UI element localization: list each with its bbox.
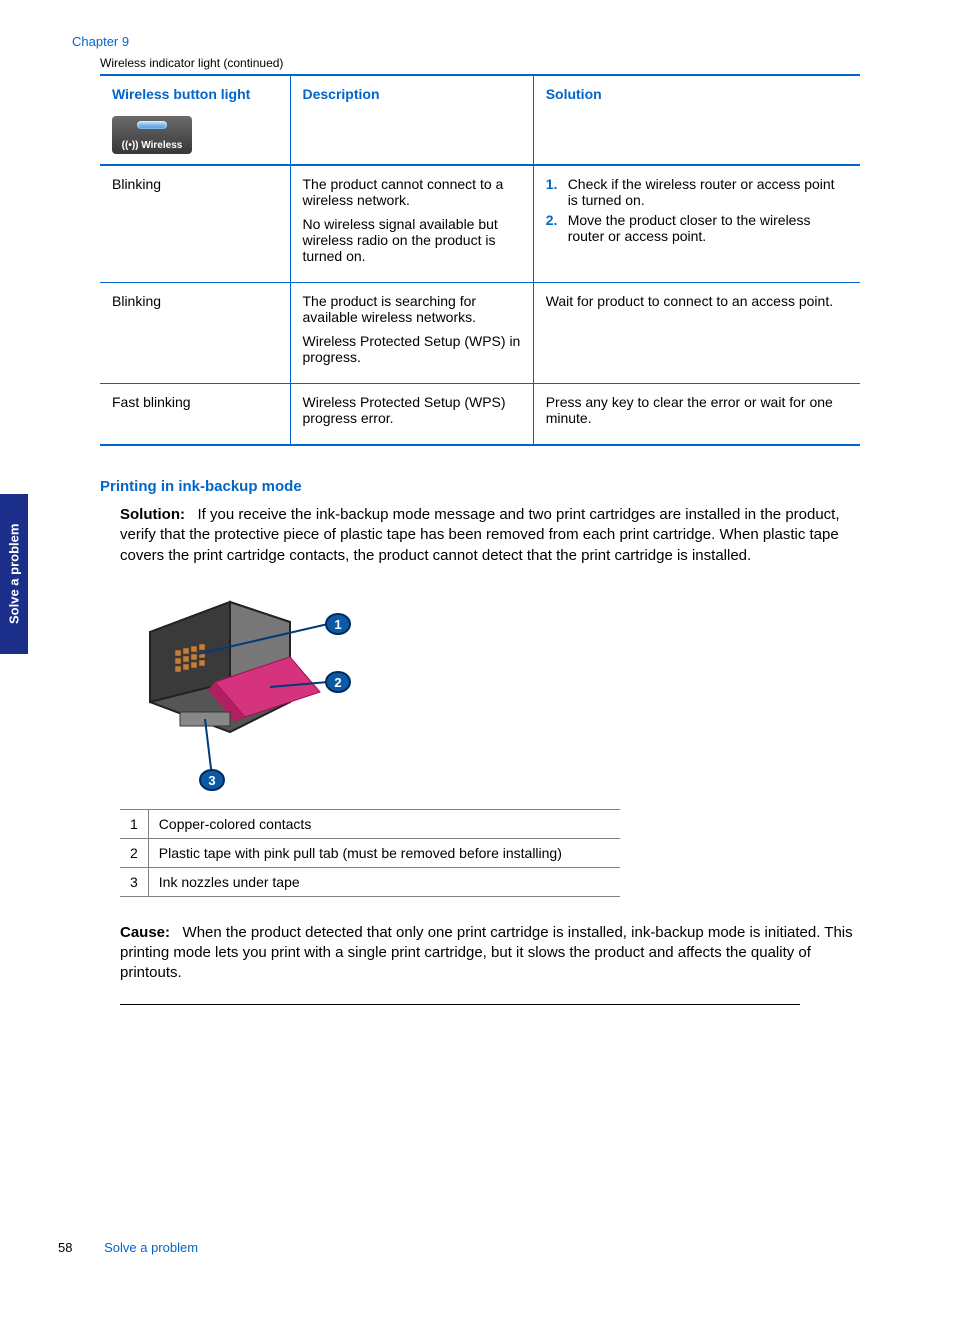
side-tab-solve-problem: Solve a problem xyxy=(0,494,28,654)
cell-solution: 1.Check if the wireless router or access… xyxy=(533,165,860,283)
solution-lead: Solution: xyxy=(120,506,185,523)
wireless-badge-label: ((•)) Wireless xyxy=(122,140,183,151)
solution-text: Move the product closer to the wireless … xyxy=(568,212,848,244)
table-caption: Wireless indicator light (continued) xyxy=(100,56,860,70)
desc-text: Wireless Protected Setup (WPS) progress … xyxy=(303,394,521,426)
footer-text: Solve a problem xyxy=(104,1240,198,1255)
table-row: Blinking The product cannot connect to a… xyxy=(100,165,860,283)
legend-num: 1 xyxy=(120,809,148,838)
table-row: Blinking The product is searching for av… xyxy=(100,283,860,384)
callout-2: 2 xyxy=(334,675,341,690)
legend-text: Plastic tape with pink pull tab (must be… xyxy=(148,838,620,867)
solution-text: Check if the wireless router or access p… xyxy=(568,176,848,208)
callout-1: 1 xyxy=(334,617,341,632)
wireless-light-table: Wireless button light ((•)) Wireless Des… xyxy=(100,74,860,446)
cell-desc: The product is searching for available w… xyxy=(290,283,533,384)
cell-light: Blinking xyxy=(100,165,290,283)
legend-num: 2 xyxy=(120,838,148,867)
desc-text: Wireless Protected Setup (WPS) in progre… xyxy=(303,333,521,365)
cell-light: Fast blinking xyxy=(100,384,290,446)
legend-text: Ink nozzles under tape xyxy=(148,867,620,896)
cell-light: Blinking xyxy=(100,283,290,384)
cause-paragraph: Cause: When the product detected that on… xyxy=(120,923,860,984)
list-item: 2.Move the product closer to the wireles… xyxy=(546,212,848,244)
solution-paragraph: Solution: If you receive the ink-backup … xyxy=(120,505,860,566)
wireless-button-image: ((•)) Wireless xyxy=(112,116,192,154)
legend-num: 3 xyxy=(120,867,148,896)
callout-3: 3 xyxy=(208,773,215,788)
th-light: Wireless button light ((•)) Wireless xyxy=(100,75,290,165)
cell-desc: Wireless Protected Setup (WPS) progress … xyxy=(290,384,533,446)
legend-row: 3 Ink nozzles under tape xyxy=(120,867,620,896)
legend-row: 1 Copper-colored contacts xyxy=(120,809,620,838)
desc-text: The product cannot connect to a wireless… xyxy=(303,176,521,208)
page-footer: 58 Solve a problem xyxy=(58,1240,198,1255)
page-number: 58 xyxy=(58,1240,72,1255)
cell-desc: The product cannot connect to a wireless… xyxy=(290,165,533,283)
desc-text: The product is searching for available w… xyxy=(303,293,521,325)
cell-solution: Wait for product to connect to an access… xyxy=(533,283,860,384)
page-content: Wireless indicator light (continued) Wir… xyxy=(100,56,860,1005)
cause-body: When the product detected that only one … xyxy=(120,924,853,982)
chapter-link[interactable]: Chapter 9 xyxy=(72,34,129,49)
cell-solution: Press any key to clear the error or wait… xyxy=(533,384,860,446)
section-divider xyxy=(120,1004,800,1005)
section-heading-ink-backup: Printing in ink-backup mode xyxy=(100,478,860,495)
th-description: Description xyxy=(290,75,533,165)
cause-lead: Cause: xyxy=(120,924,170,941)
table-row: Fast blinking Wireless Protected Setup (… xyxy=(100,384,860,446)
legend-row: 2 Plastic tape with pink pull tab (must … xyxy=(120,838,620,867)
legend-table: 1 Copper-colored contacts 2 Plastic tape… xyxy=(120,809,620,897)
desc-text: No wireless signal available but wireles… xyxy=(303,216,521,264)
cartridge-figure: 1 2 3 xyxy=(120,582,860,795)
legend-text: Copper-colored contacts xyxy=(148,809,620,838)
th-light-label: Wireless button light xyxy=(112,86,278,102)
solution-body: If you receive the ink-backup mode messa… xyxy=(120,506,840,564)
list-item: 1.Check if the wireless router or access… xyxy=(546,176,848,208)
wireless-led-icon xyxy=(137,121,167,129)
th-solution: Solution xyxy=(533,75,860,165)
